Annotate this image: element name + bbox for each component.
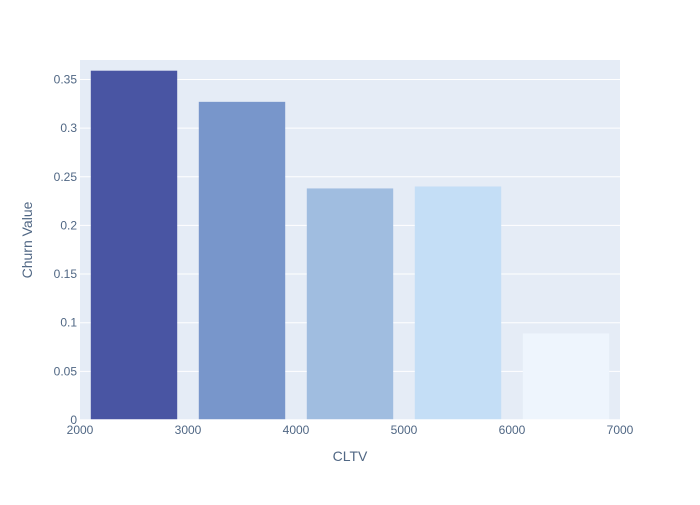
bar-2[interactable] [198, 101, 286, 421]
y-axis-ticks: 0 0.05 0.1 0.15 0.2 0.25 0.3 0.35 [54, 72, 78, 427]
x-tick-label: 3000 [175, 423, 202, 437]
bar-5[interactable] [522, 333, 610, 420]
y-tick-label: 0.15 [54, 267, 78, 281]
x-axis-title: CLTV [333, 448, 368, 464]
bar-4[interactable] [414, 186, 502, 420]
y-tick-label: 0.1 [60, 316, 77, 330]
x-tick-label: 2000 [67, 423, 94, 437]
x-tick-label: 7000 [607, 423, 634, 437]
bar-3[interactable] [306, 188, 394, 420]
y-tick-label: 0.05 [54, 364, 78, 378]
x-tick-label: 5000 [391, 423, 418, 437]
y-tick-label: 0.3 [60, 121, 77, 135]
y-tick-label: 0.25 [54, 170, 78, 184]
x-tick-label: 4000 [283, 423, 310, 437]
bars [80, 70, 620, 421]
x-axis-ticks: 2000 3000 4000 5000 6000 7000 [67, 423, 634, 437]
y-tick-label: 0 [70, 413, 77, 427]
y-tick-label: 0.2 [60, 218, 77, 232]
x-tick-label: 6000 [499, 423, 526, 437]
bar-1[interactable] [90, 70, 178, 421]
y-axis-title: Churn Value [19, 201, 35, 278]
y-tick-label: 0.35 [54, 72, 78, 86]
